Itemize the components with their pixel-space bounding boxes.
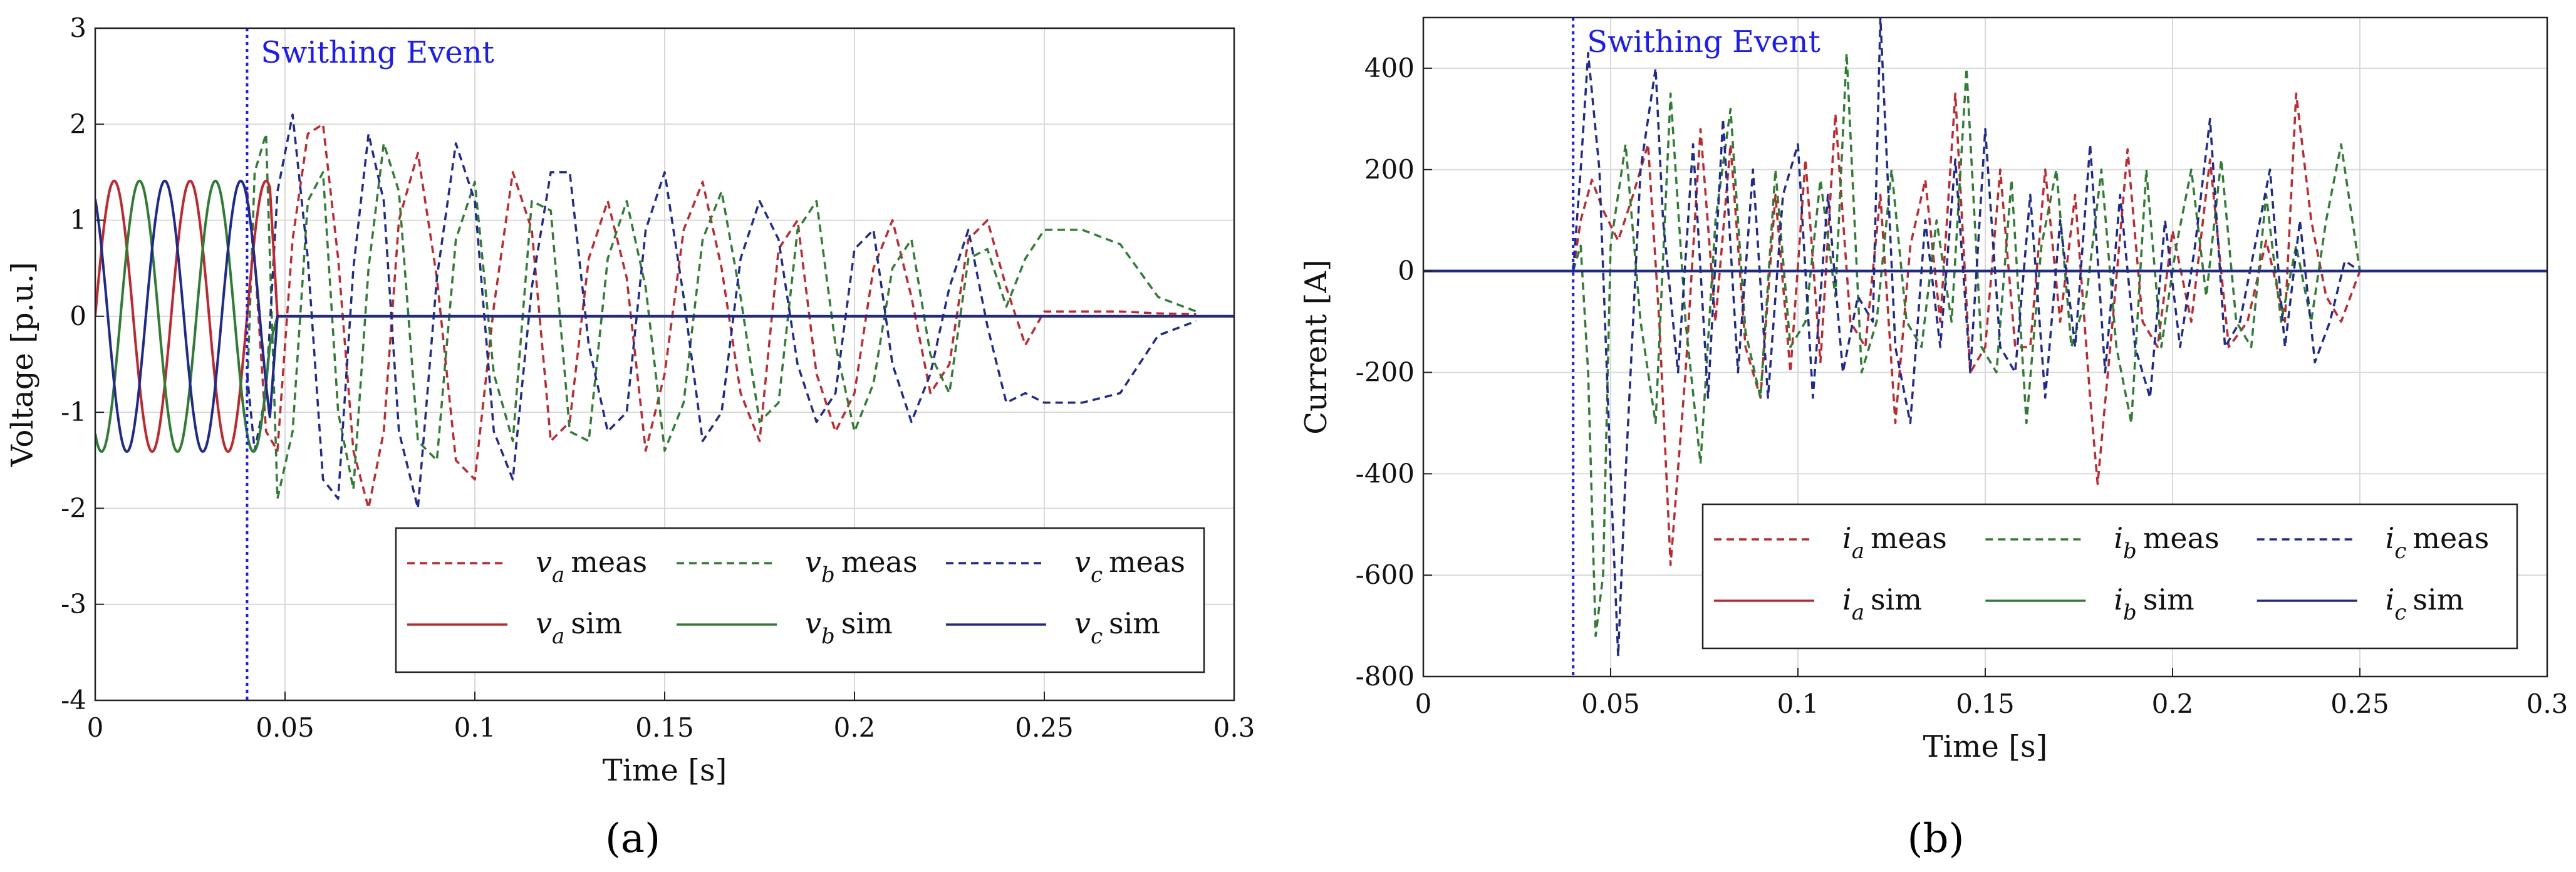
legend-text: meas: [2143, 521, 2220, 555]
legend-subscript: b: [2123, 600, 2137, 625]
legend-label-ic-sim: ic sim: [2386, 583, 2464, 625]
legend-subscript: b: [821, 624, 835, 649]
y-tick-label: 3: [70, 13, 86, 43]
x-tick-label: 0.15: [635, 712, 694, 743]
series-group: [95, 113, 1234, 510]
legend-symbol: i: [2114, 583, 2123, 616]
legend-subscript: a: [552, 563, 564, 588]
legend-subscript: c: [2394, 600, 2406, 625]
y-tick-label: -4: [61, 685, 86, 715]
x-tick-label: 0.3: [1213, 712, 1255, 743]
legend-label-vc-sim: vc sim: [1074, 606, 1160, 649]
y-tick-label: 200: [1364, 154, 1415, 185]
legend-subscript: c: [2394, 539, 2406, 564]
legend-text: meas: [1109, 545, 1185, 579]
legend-text: meas: [2412, 521, 2489, 555]
legend-symbol: i: [1842, 521, 1852, 555]
legend-label-va-sim: va sim: [536, 606, 622, 649]
x-tick-label: 0.15: [1956, 688, 2015, 719]
y-tick-label: -800: [1356, 661, 1415, 692]
y-tick-label: 1: [70, 205, 86, 236]
panel-b: Swithing Event 0 0.05 0.1 0.15 0.2 0.25 0.3 400 2…: [1299, 16, 2568, 764]
legend-text: sim: [841, 606, 893, 640]
series-line-va-sim: [95, 179, 1234, 453]
x-tick-label: 0.25: [1015, 712, 1074, 743]
y-axis-label: Current [A]: [1299, 259, 1334, 435]
legend-label-ib-sim: ib sim: [2114, 583, 2194, 625]
y-tick-label: 2: [70, 108, 86, 139]
y-tick-label: 400: [1364, 53, 1415, 83]
y-tick-label: -1: [61, 397, 86, 427]
series-line-vb-sim: [95, 179, 1234, 453]
switching-event-label: Swithing Event: [261, 35, 494, 70]
x-axis-label: Time [s]: [1923, 729, 2048, 764]
legend-symbol: v: [536, 606, 552, 640]
legend-subscript: b: [821, 563, 835, 588]
x-tick-label: 0.3: [2527, 688, 2568, 719]
legend-subscript: a: [1852, 539, 1864, 564]
legend-label-ib-meas: ib meas: [2114, 521, 2219, 564]
x-tick-label: 0.1: [454, 712, 496, 743]
legend-symbol: v: [1074, 545, 1091, 579]
series-line-vc-meas: [246, 113, 1197, 510]
legend-subscript: a: [552, 624, 564, 649]
x-tick-label: 0.2: [834, 712, 876, 743]
y-axis-label: Voltage [p.u.]: [5, 262, 40, 467]
x-axis-label: Time [s]: [603, 753, 727, 788]
legend-label-ia-sim: ia sim: [1842, 583, 1922, 625]
legend-symbol: v: [805, 545, 821, 579]
y-tick-label: 0: [70, 301, 86, 331]
legend-box: [1701, 503, 2518, 650]
x-tick-label: 0: [87, 712, 104, 743]
y-tick-label: 0: [1398, 256, 1415, 286]
caption-b: (b): [1908, 816, 1965, 862]
y-tick-label: -3: [61, 589, 86, 620]
legend-subscript: b: [2123, 539, 2137, 564]
legend-symbol: i: [2386, 521, 2395, 555]
x-tick-label: 0.1: [1777, 688, 1819, 719]
series-line-va-meas: [246, 123, 1197, 510]
legend-symbol: v: [1074, 606, 1091, 640]
legend-subscript: a: [1852, 600, 1864, 625]
legend-box: [395, 527, 1205, 673]
legend-label-ic-meas: ic meas: [2386, 521, 2490, 564]
series-line-ic-meas: [1423, 18, 2547, 658]
x-tick-label: 0.2: [2152, 688, 2194, 719]
series-line-vc-sim: [95, 179, 1234, 453]
legend-text: sim: [1871, 583, 1922, 616]
x-tick-label: 0.05: [1581, 688, 1640, 719]
legend-label-ia-meas: ia meas: [1842, 521, 1947, 564]
series-group: [1423, 18, 2547, 658]
legend-symbol: v: [805, 606, 821, 640]
legend-text: sim: [2143, 583, 2194, 616]
x-tick-label: 0.25: [2330, 688, 2389, 719]
panel-a: Swithing Event 0 0.05 0.1 0.15 0.2 0.25 0.3 3 2 1 0…: [5, 13, 1255, 788]
legend-symbol: i: [2114, 521, 2123, 555]
legend-text: meas: [571, 545, 647, 579]
switching-event-label: Swithing Event: [1587, 24, 1820, 60]
series-line-ia-meas: [1423, 92, 2547, 566]
legend-label-va-meas: va meas: [536, 545, 647, 588]
legend-text: sim: [1109, 606, 1160, 640]
legend-label-vc-meas: vc meas: [1074, 545, 1185, 588]
y-tick-label: -400: [1356, 458, 1415, 489]
legend-label-vb-meas: vb meas: [805, 545, 918, 588]
legend-text: meas: [1871, 521, 1947, 555]
y-tick-label: -2: [61, 492, 86, 523]
caption-a: (a): [605, 816, 660, 862]
legend-text: meas: [841, 545, 918, 579]
y-tick-label: -600: [1356, 559, 1415, 590]
legend-text: sim: [571, 606, 622, 640]
y-tick-label: -200: [1356, 356, 1415, 387]
legend-symbol: i: [1842, 583, 1852, 616]
legend-subscript: c: [1091, 563, 1103, 588]
legend-subscript: c: [1091, 624, 1103, 649]
x-tick-label: 0: [1415, 688, 1432, 719]
x-tick-label: 0.05: [256, 712, 314, 743]
legend-label-vb-sim: vb sim: [805, 606, 893, 649]
legend-symbol: v: [536, 545, 552, 579]
legend-text: sim: [2412, 583, 2464, 616]
legend-symbol: i: [2386, 583, 2395, 616]
